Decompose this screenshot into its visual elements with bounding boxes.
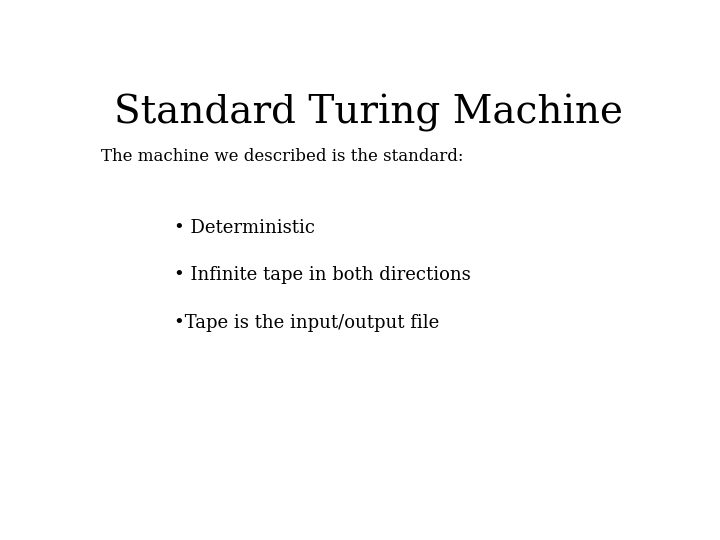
Text: • Deterministic: • Deterministic [174,219,315,237]
Text: • Infinite tape in both directions: • Infinite tape in both directions [174,266,470,285]
Text: The machine we described is the standard:: The machine we described is the standard… [101,148,464,165]
Text: •Tape is the input/output file: •Tape is the input/output file [174,314,439,332]
Text: Standard Turing Machine: Standard Turing Machine [114,94,624,132]
